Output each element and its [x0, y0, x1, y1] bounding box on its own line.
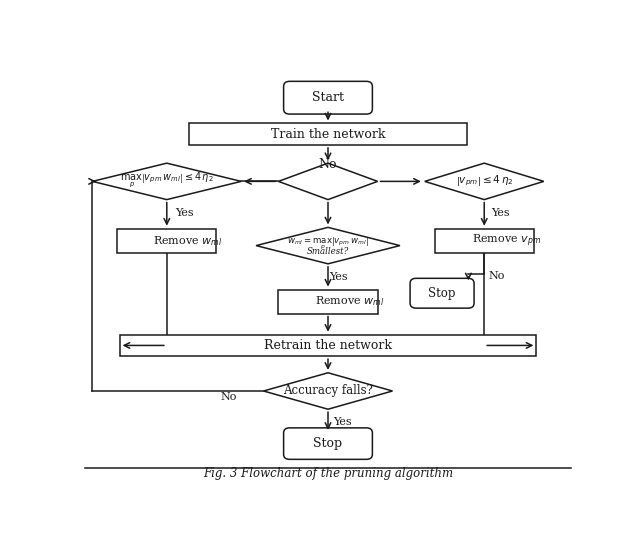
- FancyBboxPatch shape: [284, 428, 372, 459]
- Text: Fig. 3 Flowchart of the pruning algorithm: Fig. 3 Flowchart of the pruning algorith…: [203, 468, 453, 480]
- Text: Yes: Yes: [175, 208, 193, 218]
- Text: Stop: Stop: [314, 437, 342, 450]
- Text: Train the network: Train the network: [271, 128, 385, 140]
- Polygon shape: [264, 373, 392, 409]
- Text: Yes: Yes: [330, 272, 348, 282]
- Polygon shape: [92, 163, 241, 200]
- Text: Retrain the network: Retrain the network: [264, 339, 392, 352]
- Bar: [278, 289, 378, 314]
- Bar: [189, 123, 467, 145]
- Bar: [117, 229, 216, 253]
- Text: Remove $w_{ml}$: Remove $w_{ml}$: [315, 295, 384, 308]
- Bar: [120, 335, 536, 356]
- Text: Yes: Yes: [333, 416, 352, 427]
- Polygon shape: [278, 163, 378, 200]
- Text: $w_{ml}=\max_p\left|v_{pm}w_{ml}\right|$: $w_{ml}=\max_p\left|v_{pm}w_{ml}\right|$: [287, 235, 369, 251]
- FancyBboxPatch shape: [410, 278, 474, 308]
- Text: Stop: Stop: [428, 287, 456, 300]
- Text: Start: Start: [312, 91, 344, 104]
- Text: Yes: Yes: [492, 208, 510, 218]
- Text: $\max_p\left|v_{pm}w_{ml}\right|\leq 4\,\eta_2$: $\max_p\left|v_{pm}w_{ml}\right|\leq 4\,…: [120, 171, 214, 189]
- Text: No: No: [488, 271, 505, 281]
- Bar: [435, 229, 534, 253]
- Text: Smallest?: Smallest?: [307, 247, 349, 256]
- Text: No: No: [221, 392, 237, 402]
- Polygon shape: [256, 228, 400, 264]
- Polygon shape: [425, 163, 544, 200]
- FancyBboxPatch shape: [284, 81, 372, 114]
- Text: Accuracy falls?: Accuracy falls?: [283, 385, 373, 398]
- Text: $\left|v_{pm}\right|\leq 4\,\eta_2$: $\left|v_{pm}\right|\leq 4\,\eta_2$: [456, 174, 513, 189]
- Text: No: No: [319, 158, 337, 171]
- Text: Remove $w_{ml}$: Remove $w_{ml}$: [154, 233, 223, 247]
- Text: Remove $v_{pm}$: Remove $v_{pm}$: [472, 232, 541, 249]
